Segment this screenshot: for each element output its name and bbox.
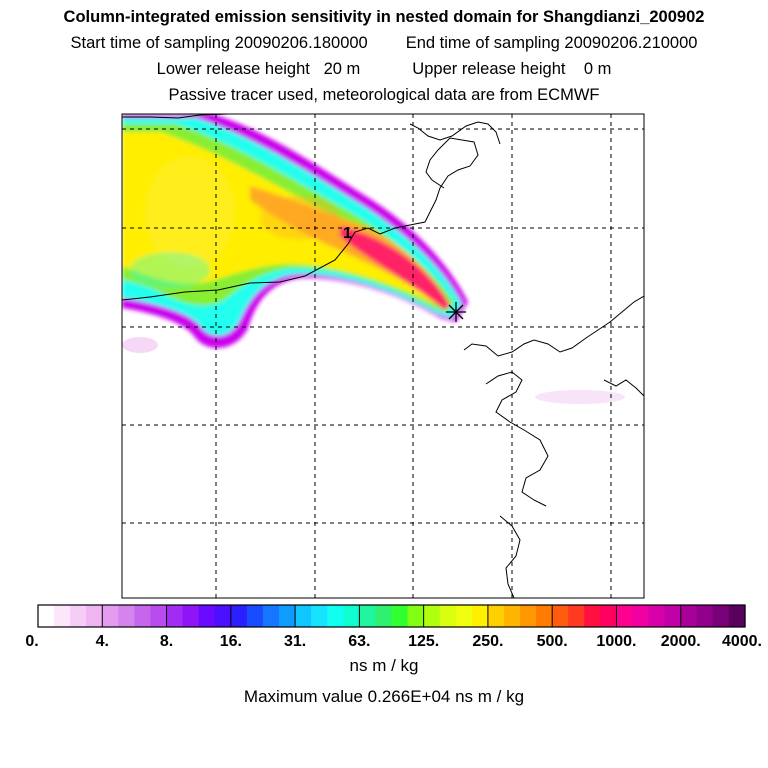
start-time: Start time of sampling 20090206.180000 xyxy=(70,34,368,52)
colorbar-cell xyxy=(102,605,119,627)
colorbar-cell xyxy=(584,605,601,627)
colorbar-tick-label: 4. xyxy=(96,633,109,650)
colorbar-tick-label: 31. xyxy=(284,633,306,650)
colorbar-cell xyxy=(198,605,216,627)
colorbar-cell xyxy=(279,605,296,627)
colorbar-cell xyxy=(343,605,360,627)
colorbar-cell xyxy=(214,605,232,627)
colorbar-cell xyxy=(246,605,264,627)
colorbar-cell xyxy=(182,605,200,627)
sampling-times: Start time of sampling 20090206.180000 En… xyxy=(0,34,768,53)
colorbar-cell xyxy=(295,605,312,627)
colorbar-cell xyxy=(680,605,698,627)
colorbar-cell xyxy=(375,605,393,627)
colorbar-cell xyxy=(423,605,441,627)
colorbar-cell xyxy=(536,605,553,627)
plume-yellow-core-west xyxy=(145,157,235,267)
colorbar-cell xyxy=(166,605,184,627)
colorbar-tick-labels: 0. 4. 8. 16. 31. 63. 125. 250. 500. 1000. 2000. 400… xyxy=(25,633,762,650)
colorbar-tick-label: 2000. xyxy=(661,633,701,650)
coast-korea xyxy=(603,379,644,397)
colorbar-cell xyxy=(311,605,328,627)
colorbar-cell xyxy=(696,605,714,627)
colorbar-cell xyxy=(86,605,103,627)
plume-band-red xyxy=(340,226,450,310)
upper-release-height: Upper release height 0 m xyxy=(412,60,612,78)
colorbar-cell xyxy=(552,605,569,627)
faint-patch-east xyxy=(535,390,625,404)
colorbar-cell xyxy=(712,605,730,627)
colorbar-cell xyxy=(455,605,473,627)
coast-liaodong xyxy=(485,371,549,507)
colorbar-cell xyxy=(150,605,168,627)
release-marker-label: 1 xyxy=(343,225,352,242)
lower-release-height: Lower release height 20 m xyxy=(156,60,361,78)
maximum-value: Maximum value 0.266E+04 ns m / kg xyxy=(243,687,525,706)
plume xyxy=(122,114,468,348)
tracer-note: Passive tracer used, meteorological data… xyxy=(168,86,600,104)
border-north xyxy=(122,137,479,301)
coast-bohai xyxy=(463,295,644,357)
colorbar-cell xyxy=(230,605,248,627)
colorbar-cell xyxy=(471,605,489,627)
colorbar-cell xyxy=(728,605,746,627)
colorbar-cell xyxy=(648,605,666,627)
colorbar-cell xyxy=(38,605,55,627)
colorbar-cell xyxy=(568,605,585,627)
colorbar-tick-label: 125. xyxy=(408,633,439,650)
colorbar-cell xyxy=(118,605,136,627)
colorbar-cell xyxy=(70,605,87,627)
colorbar-cell xyxy=(487,605,505,627)
colorbar-tick-label: 250. xyxy=(472,633,503,650)
colorbar-cells xyxy=(38,605,746,627)
colorbar-cell xyxy=(616,605,634,627)
colorbar-tick-label: 16. xyxy=(220,633,242,650)
colorbar-cell xyxy=(54,605,71,627)
colorbar-tick-label: 1000. xyxy=(596,633,636,650)
colorbar-cell xyxy=(520,605,537,627)
release-heights: Lower release height 20 m Upper release h… xyxy=(0,60,768,79)
border-northeast xyxy=(409,121,501,145)
colorbar: 0. 4. 8. 16. 31. 63. 125. 250. 500. 1000. 2000. 400… xyxy=(25,604,762,650)
end-time: End time of sampling 20090206.210000 xyxy=(405,34,698,52)
colorbar-cell xyxy=(503,605,521,627)
colorbar-tick-label: 0. xyxy=(25,633,38,650)
colorbar-cell xyxy=(407,605,425,627)
colorbar-tick-label: 63. xyxy=(348,633,370,650)
border-mongolia xyxy=(122,114,229,119)
colorbar-cell xyxy=(359,605,377,627)
colorbar-cell xyxy=(391,605,409,627)
colorbar-cell xyxy=(632,605,650,627)
colorbar-cell xyxy=(262,605,280,627)
colorbar-cell xyxy=(327,605,344,627)
colorbar-units: ns m / kg xyxy=(349,656,419,675)
colorbar-cell xyxy=(600,605,618,627)
faint-patch-west xyxy=(122,337,158,353)
plume-cyan-patch xyxy=(130,252,210,288)
lat-lon-grid xyxy=(122,114,644,598)
release-site-marker xyxy=(446,302,466,322)
colorbar-tick-label: 500. xyxy=(537,633,568,650)
colorbar-ticks xyxy=(101,605,682,627)
colorbar-cell xyxy=(664,605,682,627)
colorbar-cell xyxy=(439,605,457,627)
plot-title: Column-integrated emission sensitivity i… xyxy=(63,8,705,26)
colorbar-tick-label: 4000. xyxy=(722,633,762,650)
colorbar-cell xyxy=(134,605,152,627)
plume-orange-core xyxy=(260,196,340,240)
colorbar-tick-label: 8. xyxy=(160,633,173,650)
map-frame xyxy=(121,113,645,599)
colorbar-frame xyxy=(37,604,746,628)
